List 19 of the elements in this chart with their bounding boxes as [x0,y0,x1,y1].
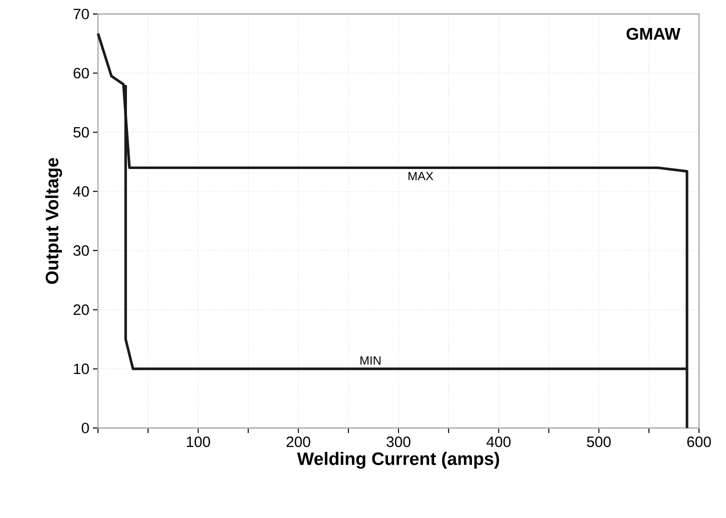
x-tick-label: 100 [186,436,210,448]
x-axis-title: Welding Current (amps) [297,452,500,469]
y-tick-label: 70 [74,8,89,20]
text: GMAW [626,28,680,40]
y-tick-label: 30 [73,245,89,256]
y-axis-title: Output Voltage [45,158,62,284]
y-tick-label: 50 [73,126,89,138]
y-tick-label: 10 [74,364,89,374]
x-tick-label: 200 [286,436,310,448]
y-tick-label: 60 [74,68,89,78]
x-tick-label: 300 [386,436,410,448]
x-tick-label: 500 [586,436,611,448]
y-tick-label: 0 [82,422,89,434]
y-tick-label: 20 [74,304,89,315]
x-tick-label: 600 [687,436,711,448]
x-tick-label: 400 [486,436,511,448]
annotation: MAX [408,172,434,180]
y-tick-label: 40 [73,186,89,197]
annotation: MIN [360,356,380,365]
